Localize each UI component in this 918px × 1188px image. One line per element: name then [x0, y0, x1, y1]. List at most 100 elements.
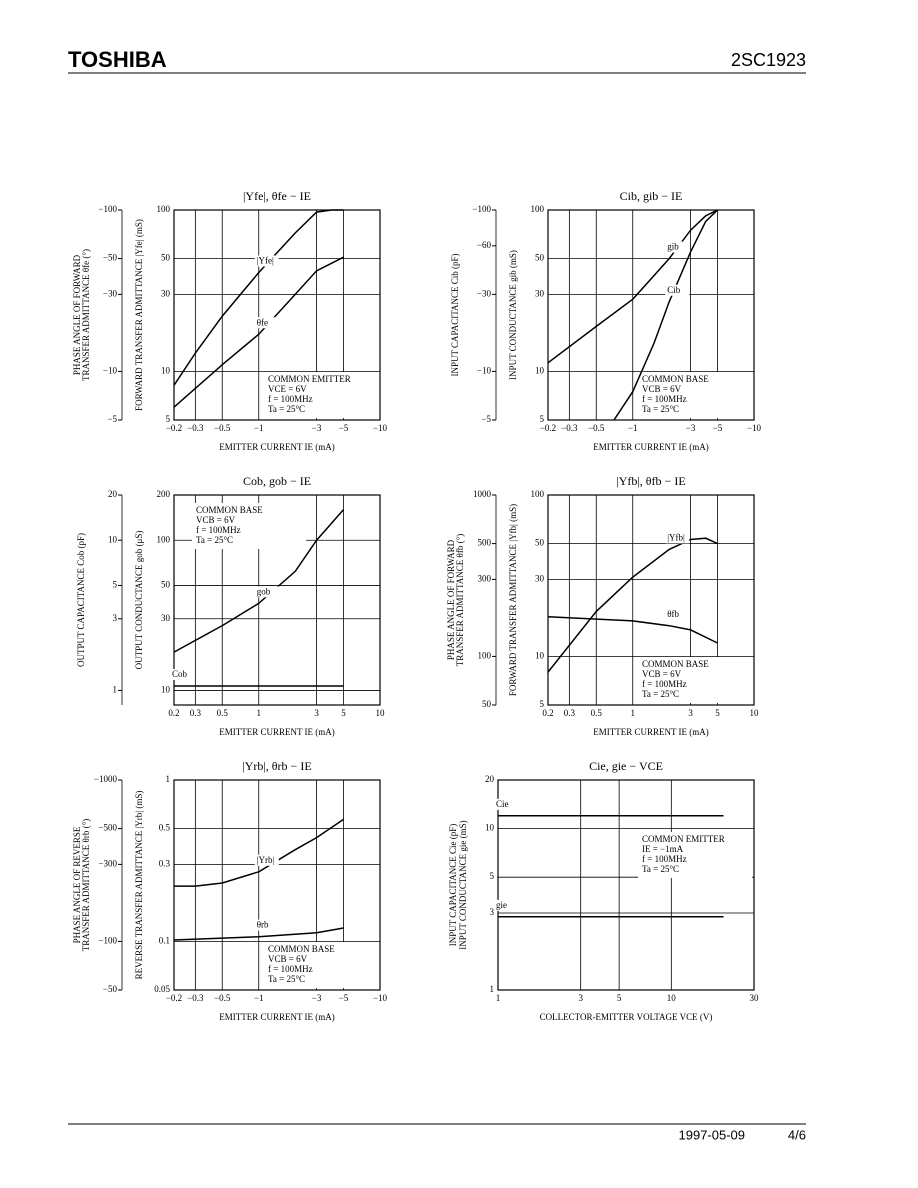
x-axis-label: EMITTER CURRENT IE (mA): [219, 1012, 335, 1022]
y2-axis-label: INPUT CAPACITANCE Cib (pF): [450, 253, 460, 376]
y2-tick-label: −1000: [94, 774, 118, 784]
series-label-bg: [254, 919, 279, 931]
x-tick-label: −10: [747, 423, 762, 433]
x-tick-label: 1: [496, 993, 501, 1003]
x-axis-label: COLLECTOR-EMITTER VOLTAGE VCE (V): [540, 1012, 713, 1022]
series-label-bg: [665, 284, 690, 296]
y-axis-label: FORWARD TRANSFER ADMITTANCE |Yfb| (mS): [508, 504, 518, 696]
chart-title: Cie, gie − VCE: [589, 759, 663, 773]
y-tick-label: 50: [161, 580, 171, 590]
y-axis-label: INPUT CONDUCTANCE gib (mS): [508, 250, 518, 380]
series-label-bg: [170, 669, 194, 681]
series-line: [173, 256, 344, 408]
x-tick-label: −5: [713, 423, 723, 433]
plot-frame: [173, 779, 381, 991]
note: Ta = 25°C: [268, 974, 305, 984]
y2-tick-label: −300: [98, 858, 117, 868]
x-tick-label: 0.5: [591, 708, 603, 718]
x-tick-label: −1: [254, 993, 264, 1003]
y-tick-label: 10: [535, 650, 545, 660]
note: IE = −1mA: [642, 844, 684, 854]
y2-tick-label: −5: [481, 414, 491, 424]
y-tick-label: 0.05: [154, 984, 170, 994]
series-label-bg: [494, 899, 518, 911]
x-tick-label: −0.5: [214, 993, 231, 1003]
series-line: [547, 537, 718, 673]
y-axis-label: INPUT CAPACITANCE Cie (pF): [448, 824, 458, 947]
x-tick-label: 3: [688, 708, 693, 718]
note: VCB = 6V: [196, 515, 236, 525]
y2-tick-label: 20: [108, 489, 118, 499]
y2-tick-label: 1: [113, 685, 118, 695]
plot-frame: [547, 209, 755, 421]
y-tick-label: 3: [490, 907, 495, 917]
series-label: Cie: [496, 799, 509, 809]
chart-title: |Yfe|, θfe − IE: [243, 189, 311, 203]
note: f = 100MHz: [642, 679, 687, 689]
series-label: |Yrb|: [257, 855, 275, 865]
y-tick-label: 10: [161, 685, 171, 695]
x-tick-label: −3: [686, 423, 696, 433]
series-label-bg: [665, 532, 690, 544]
chart-title: Cib, gib − IE: [620, 189, 683, 203]
y-tick-label: 50: [161, 253, 171, 263]
y-axis-label: FORWARD TRANSFER ADMITTANCE |Yfe| (mS): [134, 219, 144, 411]
y2-tick-label: −100: [472, 204, 491, 214]
y2-tick-label: 100: [478, 650, 492, 660]
note-box: [638, 832, 752, 878]
series-label-bg: [494, 798, 518, 810]
y-tick-label: 5: [166, 414, 171, 424]
x-tick-label: 5: [715, 708, 720, 718]
x-tick-label: −0.5: [588, 423, 605, 433]
y-tick-label: 50: [535, 253, 545, 263]
y-tick-label: 1: [166, 774, 171, 784]
y-tick-label: 100: [531, 489, 545, 499]
note-box: [638, 372, 752, 418]
y-tick-label: 0.1: [159, 935, 170, 945]
y2-tick-label: 500: [478, 538, 492, 548]
x-tick-label: 0.2: [542, 708, 553, 718]
note: VCE = 6V: [268, 384, 307, 394]
x-tick-label: 10: [667, 993, 677, 1003]
series-label: θfe: [257, 317, 268, 327]
note: Ta = 25°C: [642, 864, 679, 874]
x-tick-label: 0.3: [190, 708, 202, 718]
y2-tick-label: 10: [108, 534, 118, 544]
series-label: θfb: [667, 609, 679, 619]
x-tick-label: −3: [312, 423, 322, 433]
x-axis-label: EMITTER CURRENT IE (mA): [593, 727, 709, 737]
x-axis-label: EMITTER CURRENT IE (mA): [593, 442, 709, 452]
y2-tick-label: −60: [477, 240, 492, 250]
note: COMMON BASE: [268, 944, 335, 954]
y2-tick-label: −10: [103, 365, 118, 375]
plot-frame: [173, 494, 381, 706]
x-tick-label: −5: [339, 423, 349, 433]
series-line: [174, 818, 344, 887]
y2-tick-label: −50: [103, 984, 118, 994]
part-number: 2SC1923: [731, 50, 806, 70]
x-tick-label: −0.2: [540, 423, 556, 433]
note: Ta = 25°C: [268, 404, 305, 414]
series-label-bg: [254, 854, 279, 866]
y-tick-label: 30: [535, 573, 545, 583]
y-tick-label: 0.3: [159, 858, 171, 868]
x-tick-label: 3: [314, 708, 319, 718]
footer-page: 4/6: [788, 1127, 806, 1142]
x-tick-label: 1: [631, 708, 636, 718]
x-tick-label: 10: [750, 708, 760, 718]
y-tick-label: 0.5: [159, 823, 171, 833]
y-tick-label: 100: [157, 534, 171, 544]
note: COMMON BASE: [642, 374, 709, 384]
note: COMMON EMITTER: [268, 374, 351, 384]
x-tick-label: −0.2: [166, 993, 182, 1003]
y-axis-label: INPUT CONDUCTANCE gie (mS): [458, 820, 468, 949]
y2-tick-label: 300: [478, 573, 492, 583]
x-tick-label: 3: [578, 993, 583, 1003]
x-tick-label: 10: [376, 708, 386, 718]
x-axis-label: EMITTER CURRENT IE (mA): [219, 727, 335, 737]
x-tick-label: −0.3: [561, 423, 578, 433]
x-tick-label: 5: [617, 993, 622, 1003]
series-line: [547, 209, 718, 364]
y-tick-label: 10: [535, 365, 545, 375]
x-tick-label: −0.3: [187, 993, 204, 1003]
